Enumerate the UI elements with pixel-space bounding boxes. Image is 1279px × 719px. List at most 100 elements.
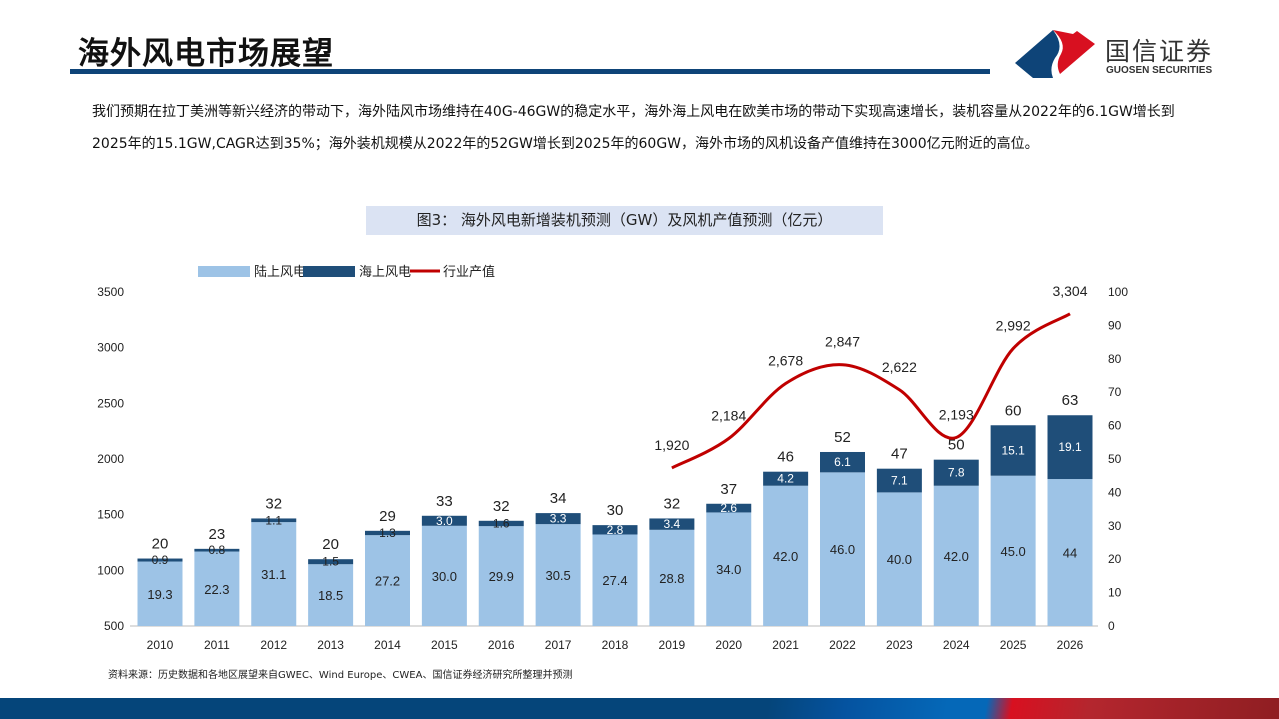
bar-offshore (251, 518, 297, 523)
bar-total-label: 63 (1062, 392, 1079, 409)
source-note: 资料来源：历史数据和各地区展望来自GWEC、Wind Europe、CWEA、国… (108, 670, 573, 681)
line-value-label: 2,847 (825, 334, 860, 350)
right-axis-tick: 70 (1108, 385, 1122, 399)
bar-label-onshore: 34.0 (716, 562, 741, 577)
right-axis-tick: 60 (1108, 419, 1122, 433)
title-underline (70, 69, 990, 74)
bar-total-label: 34 (550, 490, 567, 507)
bar-onshore (194, 551, 240, 626)
bar-label-onshore: 18.5 (318, 588, 343, 603)
bar-offshore (1047, 415, 1093, 480)
bar-total-label: 23 (209, 526, 226, 543)
bar-offshore (365, 530, 410, 536)
x-axis-tick: 2024 (943, 638, 970, 652)
left-axis-tick: 500 (104, 619, 124, 633)
bar-label-offshore: 1.1 (265, 513, 282, 527)
bar-onshore (251, 522, 297, 626)
bar-total-label: 60 (1005, 402, 1022, 419)
bar-label-offshore: 1.6 (493, 516, 510, 530)
bar-label-onshore: 31.1 (261, 567, 286, 582)
x-axis-tick: 2019 (659, 638, 686, 652)
x-axis-tick: 2020 (715, 638, 742, 652)
right-axis-tick: 80 (1108, 352, 1122, 366)
left-axis-tick: 3000 (97, 341, 124, 355)
bar-onshore (478, 526, 524, 626)
bar-onshore (365, 535, 410, 626)
right-axis-tick: 90 (1108, 318, 1122, 332)
bar-offshore (706, 503, 752, 513)
x-axis-tick: 2012 (260, 638, 287, 652)
legend-swatch-offshore (303, 266, 355, 277)
bar-total-label: 20 (152, 536, 169, 553)
left-axis-tick: 2500 (97, 396, 124, 410)
line-value-label: 2,193 (939, 407, 974, 423)
bar-total-label: 32 (265, 495, 282, 512)
bar-label-offshore: 3.0 (436, 514, 453, 528)
bar-offshore (137, 558, 183, 562)
bar-label-onshore: 30.0 (432, 569, 457, 584)
bar-label-offshore: 3.3 (550, 512, 567, 526)
right-axis-tick: 30 (1108, 519, 1122, 533)
line-value-label: 2,622 (882, 359, 917, 375)
bar-offshore (194, 548, 240, 552)
x-axis-tick: 2021 (772, 638, 799, 652)
bar-label-offshore: 3.4 (664, 517, 681, 531)
bar-onshore (933, 485, 979, 626)
line-value-label: 1,920 (654, 437, 689, 453)
bar-offshore (763, 471, 809, 486)
bar-label-onshore: 40.0 (887, 552, 912, 567)
line-value-label: 2,184 (711, 408, 746, 424)
bar-offshore (876, 468, 922, 493)
bar-label-onshore: 27.4 (602, 573, 627, 588)
bar-onshore (535, 524, 581, 626)
x-axis-tick: 2023 (886, 638, 913, 652)
bar-offshore (308, 559, 354, 565)
bar-label-onshore: 29.9 (489, 569, 514, 584)
bar-offshore (592, 525, 638, 535)
left-axis-tick: 1000 (97, 563, 124, 577)
bar-offshore (933, 459, 979, 486)
bar-total-label: 30 (607, 502, 624, 519)
legend-label-onshore: 陆上风电 (254, 264, 306, 279)
brand-name-en: GUOSEN SECURITIES (1106, 65, 1213, 76)
bar-onshore (706, 512, 752, 626)
bar-label-onshore: 27.2 (375, 574, 400, 589)
bar-label-offshore: 15.1 (1001, 443, 1025, 457)
right-axis-tick: 10 (1108, 586, 1122, 600)
bar-total-label: 20 (322, 536, 339, 553)
bar-offshore (535, 513, 581, 525)
legend-label-offshore: 海上风电 (359, 264, 411, 279)
bar-onshore (820, 472, 865, 626)
x-axis-tick: 2022 (829, 638, 856, 652)
bar-label-offshore: 0.8 (209, 543, 226, 557)
footer-bar (0, 698, 1279, 719)
bar-onshore (308, 564, 354, 626)
bar-total-label: 32 (664, 495, 681, 512)
bar-offshore (649, 518, 695, 530)
x-axis-tick: 2017 (545, 638, 572, 652)
bar-offshore (820, 451, 865, 473)
right-axis-tick: 20 (1108, 552, 1122, 566)
x-axis-tick: 2010 (147, 638, 174, 652)
bar-total-label: 32 (493, 498, 510, 515)
bar-onshore (990, 475, 1036, 626)
x-axis-tick: 2026 (1057, 638, 1084, 652)
bar-label-offshore: 4.2 (777, 472, 794, 486)
x-axis-tick: 2015 (431, 638, 458, 652)
line-value-label: 2,678 (768, 353, 803, 369)
bar-label-offshore: 6.1 (834, 455, 851, 469)
x-axis-tick: 2011 (204, 638, 230, 652)
bar-total-label: 29 (379, 508, 396, 525)
bar-onshore (592, 534, 638, 626)
bar-label-offshore: 7.8 (948, 466, 965, 480)
bar-total-label: 46 (777, 449, 794, 466)
x-axis-tick: 2013 (317, 638, 344, 652)
bar-label-offshore: 2.8 (607, 523, 624, 537)
bar-onshore (421, 525, 467, 626)
bar-onshore (876, 492, 922, 626)
bar-total-label: 52 (834, 429, 851, 446)
x-axis-tick: 2018 (602, 638, 629, 652)
line-value-label: 3,304 (1052, 283, 1087, 299)
bar-onshore (1047, 479, 1093, 626)
